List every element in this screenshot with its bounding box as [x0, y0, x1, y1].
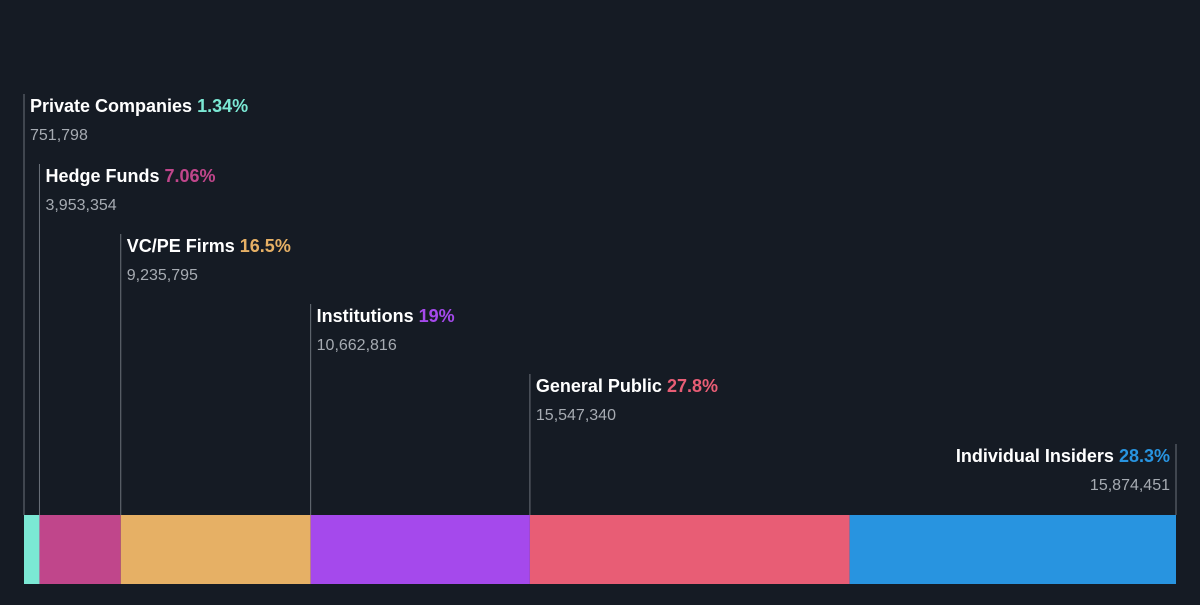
bar-segment-individual-insiders — [849, 515, 1176, 584]
label-vc-pe-firms: VC/PE Firms 16.5% — [127, 236, 291, 256]
bar-segment-hedge-funds — [39, 515, 121, 584]
label-general-public: General Public 27.8% — [536, 376, 718, 396]
label-shares-general-public: 15,547,340 — [536, 407, 616, 424]
bar-segment-vc-pe-firms — [120, 515, 311, 584]
label-shares-hedge-funds: 3,953,354 — [45, 197, 116, 214]
bar-segment-private-companies — [24, 515, 40, 584]
label-private-companies: Private Companies 1.34% — [30, 96, 248, 116]
label-name-general-public: General Public — [536, 376, 667, 396]
bar-segment-institutions — [310, 515, 530, 584]
label-hedge-funds: Hedge Funds 7.06% — [45, 166, 215, 186]
label-individual-insiders: Individual Insiders 28.3% — [956, 446, 1170, 466]
label-percent-vc-pe-firms: 16.5% — [240, 236, 291, 256]
label-name-private-companies: Private Companies — [30, 96, 197, 116]
leader-lines — [23, 94, 1177, 515]
label-name-individual-insiders: Individual Insiders — [956, 446, 1119, 466]
segment-labels: Private Companies 1.34% 751,798 Hedge Fund… — [30, 96, 1170, 494]
label-shares-vc-pe-firms: 9,235,795 — [127, 267, 198, 284]
label-institutions: Institutions 19% — [317, 306, 455, 326]
label-name-institutions: Institutions — [317, 306, 419, 326]
label-name-hedge-funds: Hedge Funds — [45, 166, 164, 186]
label-shares-institutions: 10,662,816 — [317, 337, 397, 354]
label-percent-hedge-funds: 7.06% — [164, 166, 215, 186]
label-percent-institutions: 19% — [419, 306, 455, 326]
label-percent-private-companies: 1.34% — [197, 96, 248, 116]
label-percent-general-public: 27.8% — [667, 376, 718, 396]
label-shares-private-companies: 751,798 — [30, 127, 88, 144]
label-name-vc-pe-firms: VC/PE Firms — [127, 236, 240, 256]
label-shares-individual-insiders: 15,874,451 — [1090, 477, 1170, 494]
ownership-bar — [24, 515, 1176, 584]
bar-segment-general-public — [529, 515, 850, 584]
label-percent-individual-insiders: 28.3% — [1119, 446, 1170, 466]
